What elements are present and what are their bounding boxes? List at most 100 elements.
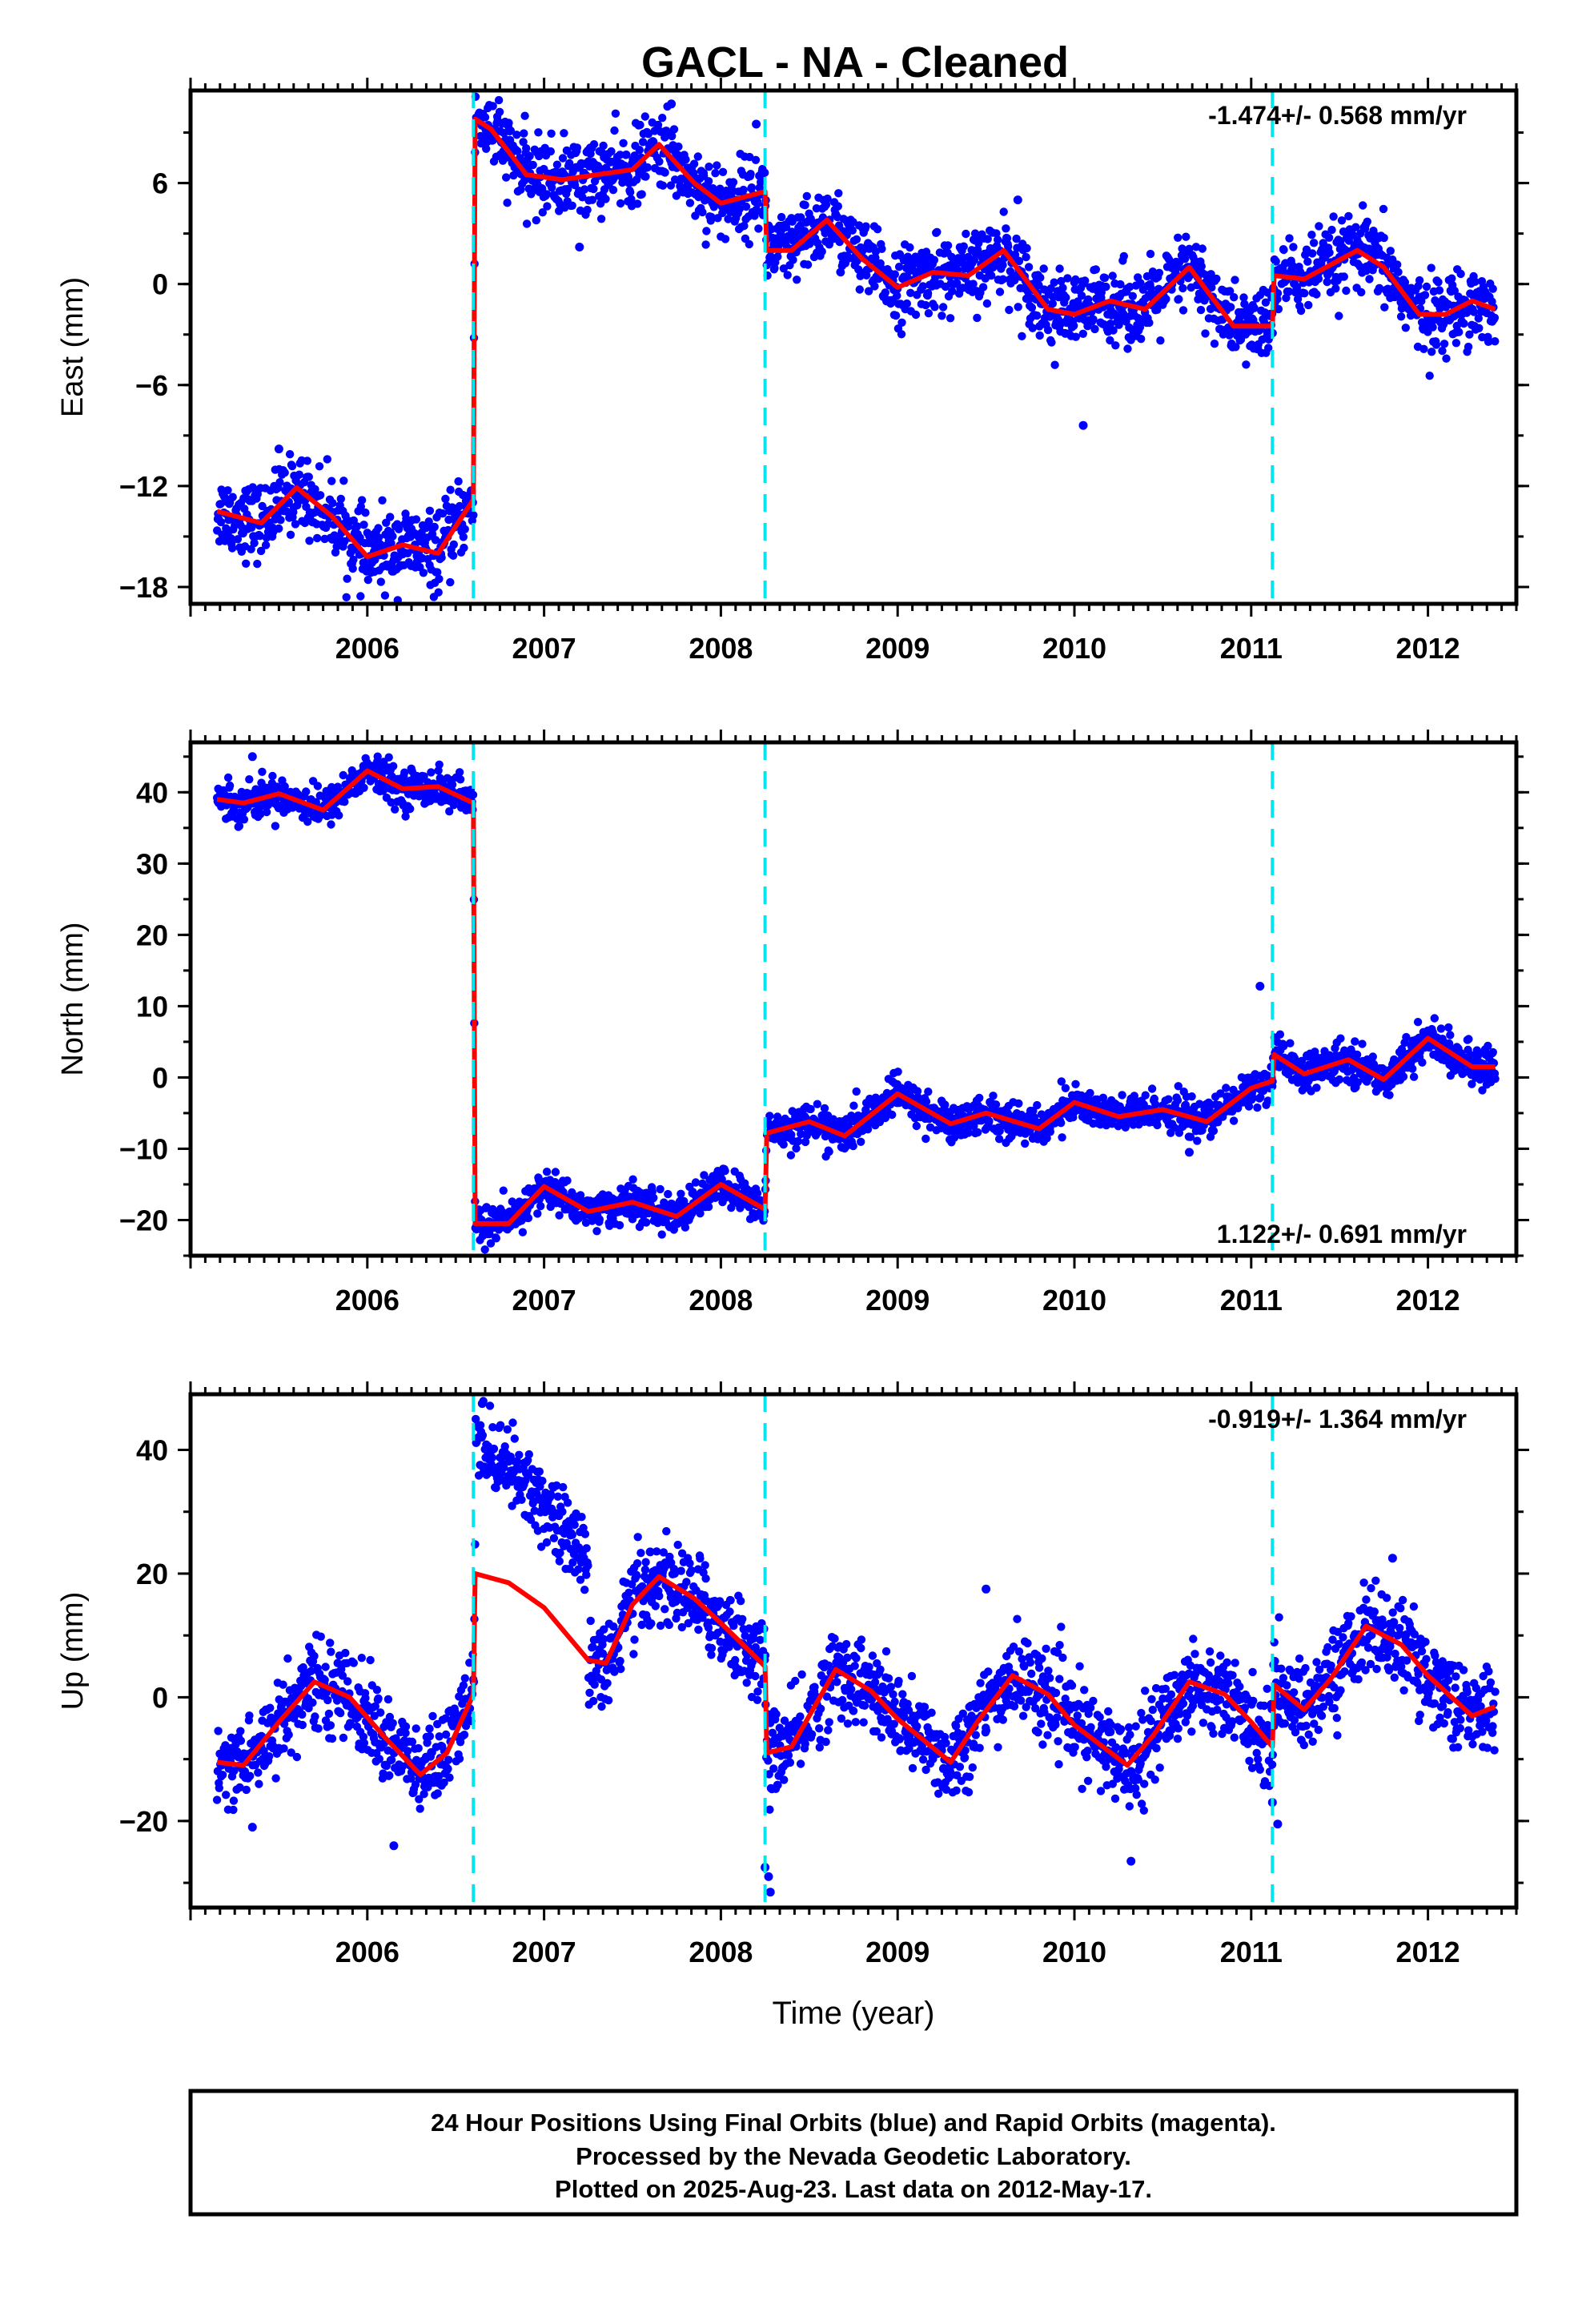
data-point bbox=[1123, 344, 1132, 353]
data-point bbox=[721, 1166, 729, 1176]
data-point bbox=[247, 545, 255, 553]
data-point bbox=[833, 202, 843, 211]
outlier-point bbox=[247, 752, 257, 762]
data-point bbox=[1331, 284, 1340, 293]
data-point bbox=[877, 244, 886, 253]
data-point bbox=[242, 559, 251, 568]
data-point bbox=[512, 131, 521, 139]
data-point bbox=[881, 288, 890, 297]
outlier-point bbox=[575, 243, 584, 251]
data-point bbox=[1337, 216, 1347, 225]
data-point bbox=[1226, 287, 1235, 296]
data-point bbox=[999, 207, 1008, 216]
data-point bbox=[1106, 336, 1114, 345]
data-point bbox=[601, 195, 610, 203]
data-point bbox=[1300, 289, 1309, 298]
data-point bbox=[356, 592, 365, 601]
data-point bbox=[1242, 360, 1251, 369]
data-point bbox=[547, 129, 556, 138]
data-point bbox=[460, 543, 468, 553]
data-point bbox=[607, 147, 616, 156]
data-point bbox=[640, 112, 649, 121]
data-point bbox=[657, 1230, 666, 1239]
data-point bbox=[1114, 320, 1123, 329]
data-point bbox=[1180, 255, 1190, 263]
data-point bbox=[906, 288, 915, 297]
data-point bbox=[1471, 277, 1480, 286]
data-point bbox=[433, 568, 442, 577]
outlier-point bbox=[274, 444, 283, 454]
data-point bbox=[691, 1178, 701, 1187]
data-point bbox=[588, 1216, 596, 1225]
data-point bbox=[551, 1168, 560, 1176]
data-point bbox=[1484, 337, 1494, 346]
data-point bbox=[938, 303, 948, 312]
data-point bbox=[1137, 335, 1146, 344]
data-point bbox=[1427, 263, 1435, 272]
data-point bbox=[304, 472, 313, 481]
data-point bbox=[705, 163, 713, 171]
data-point bbox=[558, 154, 568, 163]
data-point bbox=[419, 569, 428, 577]
data-point bbox=[313, 533, 322, 543]
data-point bbox=[716, 184, 725, 193]
data-point bbox=[745, 239, 753, 249]
data-point bbox=[1394, 267, 1403, 276]
data-point bbox=[469, 511, 478, 520]
data-point bbox=[1286, 1039, 1295, 1047]
data-point bbox=[389, 762, 398, 770]
data-point bbox=[724, 215, 733, 223]
data-point bbox=[921, 300, 930, 310]
data-point bbox=[589, 140, 599, 149]
data-point bbox=[480, 113, 490, 122]
data-point bbox=[256, 546, 266, 556]
data-point bbox=[1446, 1031, 1455, 1039]
data-point bbox=[855, 285, 865, 294]
data-point bbox=[1375, 283, 1384, 292]
data-point bbox=[1061, 1084, 1070, 1093]
data-point bbox=[1196, 305, 1206, 315]
data-point bbox=[921, 1097, 931, 1106]
plot-area bbox=[191, 742, 1516, 1256]
data-point bbox=[456, 775, 465, 784]
data-point bbox=[1323, 277, 1331, 287]
data-point bbox=[223, 773, 233, 782]
data-point bbox=[1399, 1072, 1408, 1081]
data-point bbox=[707, 212, 716, 222]
data-point bbox=[982, 299, 992, 308]
data-point bbox=[849, 1101, 858, 1110]
data-point bbox=[380, 591, 390, 600]
outlier-point bbox=[1255, 982, 1265, 991]
data-point bbox=[970, 229, 980, 238]
data-point bbox=[1342, 286, 1351, 296]
data-point bbox=[1314, 275, 1323, 283]
data-point bbox=[518, 1228, 528, 1236]
data-point bbox=[563, 1176, 572, 1185]
data-point bbox=[946, 314, 955, 323]
outlier-point bbox=[1078, 420, 1088, 430]
data-point bbox=[1248, 1093, 1258, 1103]
data-point bbox=[1329, 212, 1338, 221]
data-point bbox=[1151, 1100, 1160, 1109]
data-point bbox=[1106, 320, 1115, 328]
data-point bbox=[1312, 1084, 1321, 1092]
data-point bbox=[1464, 342, 1473, 352]
data-point bbox=[1154, 268, 1164, 277]
data-point bbox=[1358, 1039, 1367, 1048]
data-point bbox=[677, 1189, 685, 1199]
data-point bbox=[753, 199, 762, 208]
data-point bbox=[740, 221, 749, 231]
data-point bbox=[391, 805, 400, 814]
data-point bbox=[1335, 1075, 1344, 1084]
data-point bbox=[624, 172, 632, 182]
data-point bbox=[258, 767, 267, 776]
data-point bbox=[488, 102, 497, 111]
data-point bbox=[495, 107, 504, 116]
data-point bbox=[394, 525, 404, 533]
data-point bbox=[233, 535, 243, 544]
data-point bbox=[611, 109, 620, 118]
data-point bbox=[1047, 338, 1056, 347]
data-point bbox=[522, 144, 531, 153]
data-point bbox=[425, 506, 435, 515]
data-point bbox=[789, 255, 797, 264]
